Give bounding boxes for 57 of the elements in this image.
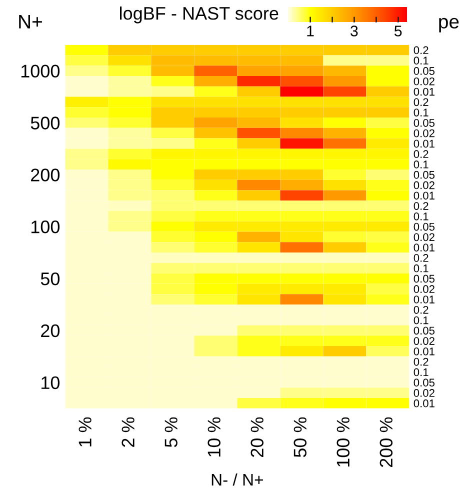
x-tick-label: 100 % bbox=[336, 417, 350, 467]
y2-tick-label: 0.01 bbox=[414, 140, 434, 148]
y2-tick-label: 0.01 bbox=[414, 88, 434, 96]
y2-tick-label: 0.1 bbox=[414, 368, 428, 376]
y2-tick-label: 0.01 bbox=[414, 348, 434, 356]
y2-tick-label: 0.01 bbox=[414, 399, 434, 408]
y2-tick-label: 0.01 bbox=[414, 192, 434, 200]
y2-tick-label: 0.02 bbox=[414, 337, 434, 345]
x-tick-label: 10 % bbox=[208, 417, 220, 456]
y2-tick-label: 0.05 bbox=[414, 222, 435, 231]
y-tick-label: 200 bbox=[31, 168, 60, 182]
y2-tick-label: 0.01 bbox=[414, 244, 434, 252]
y-tick-label: 50 bbox=[40, 272, 60, 286]
y-tick-label: 10 bbox=[42, 376, 60, 390]
y2-tick-label: 0.1 bbox=[414, 316, 428, 324]
y2-tick-label: 0.1 bbox=[414, 264, 428, 272]
y2-tick-label: 0.05 bbox=[414, 67, 435, 75]
y2-tick-label: 0.2 bbox=[414, 254, 428, 262]
y2-tick-label: 0.2 bbox=[414, 358, 428, 366]
x-tick-label: 200 % bbox=[380, 417, 393, 467]
y2-tick-label: 0.02 bbox=[414, 285, 434, 294]
color-bar-label: 1 bbox=[307, 26, 314, 36]
y2-tick-label: 0.05 bbox=[414, 170, 435, 179]
y2-tick-label: 0.05 bbox=[414, 378, 435, 387]
y2-tick-label: 0.05 bbox=[414, 274, 435, 283]
y2-tick-label: 0.2 bbox=[414, 150, 428, 158]
y2-tick-label: 0.05 bbox=[414, 326, 435, 335]
y2-tick-label: 0.2 bbox=[414, 46, 428, 54]
y2-tick-label: 0.1 bbox=[414, 160, 428, 168]
y2-tick-label: 0.1 bbox=[414, 108, 428, 116]
y-axis-title: N+ bbox=[19, 14, 42, 28]
y-tick-label: 500 bbox=[30, 116, 60, 130]
x-tick-label: 1 % bbox=[78, 417, 92, 446]
y2-tick-label: 0.2 bbox=[414, 306, 428, 314]
y2-tick-label: 0.02 bbox=[414, 233, 434, 242]
y2-axis-title: pe bbox=[439, 18, 459, 32]
y2-tick-label: 0.05 bbox=[414, 118, 435, 127]
y-tick-label: 20 bbox=[41, 324, 60, 338]
color-bar-label: 3 bbox=[350, 26, 358, 36]
y2-tick-label: 0.2 bbox=[414, 202, 428, 210]
x-axis-title: N- / N+ bbox=[212, 473, 263, 486]
color-bar-label: 5 bbox=[394, 26, 402, 36]
y2-tick-label: 0.02 bbox=[414, 389, 434, 397]
x-tick-label: 2 % bbox=[122, 417, 134, 447]
y2-tick-label: 0.01 bbox=[414, 296, 434, 304]
y-tick-label: 100 bbox=[31, 220, 60, 234]
y2-tick-label: 0.1 bbox=[414, 212, 428, 220]
x-tick-label: 5 % bbox=[164, 417, 178, 448]
y2-tick-label: 0.02 bbox=[414, 77, 434, 86]
y2-tick-label: 0.2 bbox=[414, 98, 428, 106]
x-tick-label: 20 % bbox=[250, 417, 264, 457]
y-tick-label: 1000 bbox=[21, 64, 60, 78]
y2-tick-label: 0.02 bbox=[414, 181, 434, 190]
y2-tick-label: 0.02 bbox=[414, 129, 434, 138]
y2-tick-label: 0.1 bbox=[414, 56, 428, 65]
color-bar-title: logBF - NAST score bbox=[120, 6, 278, 24]
x-tick-label: 50 % bbox=[294, 417, 307, 458]
